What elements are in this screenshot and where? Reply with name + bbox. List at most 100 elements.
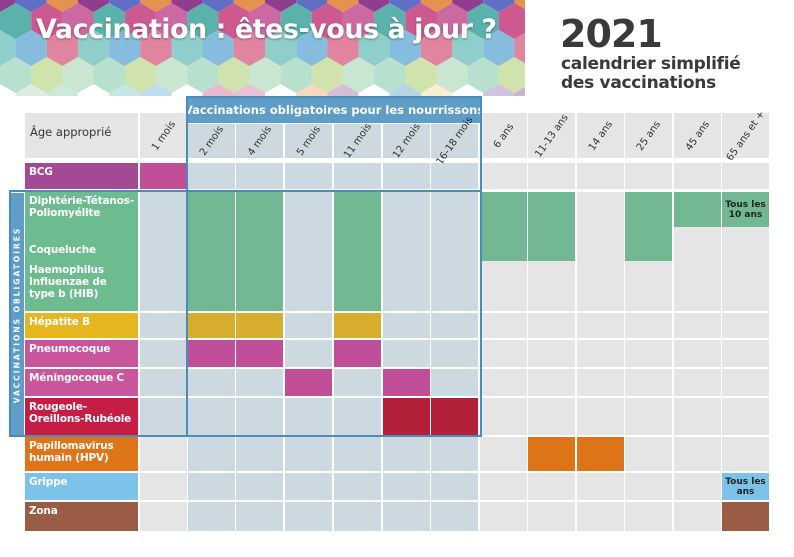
hexagon	[109, 30, 141, 66]
hexagon	[374, 57, 406, 93]
schedule-cell	[431, 398, 478, 435]
schedule-cell	[480, 473, 527, 500]
schedule-cell	[285, 261, 332, 311]
vaccine-label-5: Pneumocoque	[25, 340, 138, 367]
schedule-cell	[383, 437, 430, 471]
hexagon	[483, 84, 515, 96]
hexagon	[420, 30, 453, 66]
hexagon	[296, 30, 328, 66]
hexagon	[342, 3, 375, 39]
hexagon	[62, 57, 94, 93]
hexagon	[389, 0, 421, 12]
schedule-cell	[188, 163, 235, 189]
hexagon	[124, 3, 156, 39]
hexagon	[218, 57, 250, 93]
hexagon	[358, 0, 390, 12]
age-column-header: 5 mois	[285, 124, 332, 158]
schedule-cell	[528, 473, 575, 500]
schedule-cell	[577, 437, 624, 471]
schedule-cell	[480, 313, 527, 338]
schedule-cell	[431, 340, 478, 367]
subtitle-line-2: des vaccinations	[561, 73, 716, 93]
schedule-cell	[674, 437, 721, 471]
schedule-cell	[383, 240, 430, 261]
schedule-cell	[577, 240, 624, 261]
hexagon	[46, 30, 78, 66]
hexagon	[140, 84, 172, 96]
hexagon	[514, 86, 525, 96]
schedule-cell	[188, 313, 235, 338]
subtitle: calendrier simplifié des vaccinations	[561, 55, 741, 93]
schedule-cell	[431, 163, 478, 189]
vaccine-label-4: Hépatite B	[25, 313, 138, 338]
schedule-cell	[188, 369, 235, 396]
schedule-cell	[334, 473, 381, 500]
schedule-cell	[480, 163, 527, 189]
schedule-cell	[528, 398, 575, 435]
age-label: 1 mois	[149, 118, 178, 153]
schedule-cell	[285, 240, 332, 261]
age-label: 65 ans et +	[724, 108, 767, 163]
hexagon	[311, 57, 343, 93]
schedule-cell	[334, 502, 381, 531]
schedule-cell	[431, 437, 478, 471]
schedule-cell	[383, 313, 430, 338]
schedule-cell	[674, 261, 721, 311]
schedule-cell	[140, 192, 187, 240]
schedule-cell	[480, 502, 527, 531]
hexagon	[374, 3, 406, 39]
schedule-cell	[480, 437, 527, 471]
schedule-cell	[625, 502, 672, 531]
schedule-cell	[674, 398, 721, 435]
hexagon	[15, 0, 47, 12]
hexagon	[296, 0, 328, 12]
hexagon	[46, 0, 78, 12]
hexagon	[155, 3, 188, 39]
hexagon	[187, 3, 219, 39]
age-column-header: 2 mois	[188, 124, 235, 158]
schedule-cell	[577, 313, 624, 338]
dtp-coq-booster	[480, 192, 527, 261]
age-label: 45 ans	[683, 118, 712, 153]
schedule-cell	[625, 437, 672, 471]
hexagon	[452, 30, 484, 66]
hexagon	[15, 30, 47, 66]
hexagon	[420, 0, 453, 12]
schedule-cell	[722, 261, 769, 311]
schedule-cell	[528, 313, 575, 338]
hexagon	[280, 57, 312, 93]
hexagon	[15, 84, 47, 96]
hexagon	[233, 0, 265, 12]
schedule-cell	[236, 340, 283, 367]
schedule-cell	[625, 261, 672, 311]
schedule-cell	[140, 502, 187, 531]
schedule-cell	[285, 473, 332, 500]
schedule-cell	[285, 340, 332, 367]
hexagon	[31, 57, 63, 93]
schedule-cell	[722, 398, 769, 435]
age-column-header: 45 ans	[674, 113, 721, 158]
schedule-cell	[528, 261, 575, 311]
hexagon	[265, 30, 297, 66]
schedule-cell	[285, 192, 332, 240]
schedule-cell	[140, 261, 187, 311]
age-label: 4 mois	[245, 124, 274, 158]
age-column-header: 16-18 mois	[431, 115, 478, 167]
hexagon	[140, 30, 172, 66]
dtp-booster-45	[674, 192, 721, 227]
hexagon	[187, 57, 219, 93]
page-title: Vaccination : êtes-vous à jour ?	[36, 14, 497, 45]
hexagon	[280, 3, 312, 39]
hexagon	[202, 84, 234, 96]
hexagon	[358, 30, 390, 66]
hexagon	[311, 3, 343, 39]
hexagon	[218, 3, 250, 39]
hexagon	[327, 30, 359, 66]
hexagon	[93, 57, 125, 93]
schedule-cell	[383, 163, 430, 189]
age-column-header: 4 mois	[236, 124, 283, 158]
hexagon	[405, 57, 437, 93]
schedule-cell	[674, 240, 721, 261]
hexagon	[452, 0, 484, 12]
mandatory-side-label: VACCINATIONS OBLIGATOIRES	[12, 226, 22, 404]
